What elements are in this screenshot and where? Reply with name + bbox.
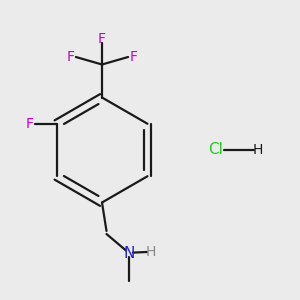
Text: F: F	[98, 32, 106, 46]
Text: N: N	[123, 246, 135, 261]
Text: H: H	[253, 143, 263, 157]
Text: F: F	[26, 117, 34, 131]
Text: H: H	[146, 245, 156, 259]
Text: F: F	[130, 50, 137, 64]
Text: Cl: Cl	[208, 142, 224, 158]
Text: F: F	[67, 50, 74, 64]
